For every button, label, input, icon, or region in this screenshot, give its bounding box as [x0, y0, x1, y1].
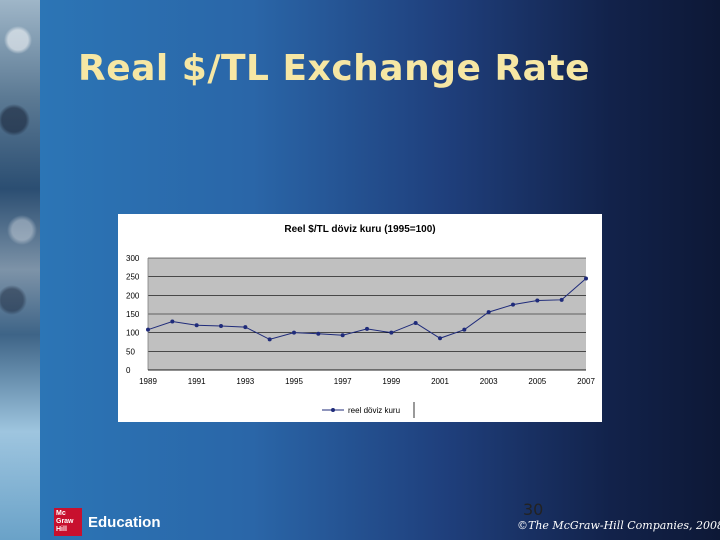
y-tick-label-0: 0: [126, 366, 131, 375]
data-point-1998: [365, 326, 369, 331]
legend-marker: [331, 408, 335, 412]
logo-line-3: Hill: [56, 526, 67, 533]
x-tick-label-2005: 2005: [528, 377, 546, 386]
slide-title: Real $/TL Exchange Rate: [78, 48, 591, 89]
chart-container: Reel $/TL döviz kuru (1995=100) 0 50 100 150…: [118, 214, 602, 422]
legend-label: reel döviz kuru: [348, 406, 400, 415]
data-point-2005: [535, 298, 540, 303]
y-tick-label-100: 100: [126, 329, 140, 338]
line-chart: Reel $/TL döviz kuru (1995=100) 0 50 100 150…: [126, 224, 595, 418]
data-point-2000: [413, 320, 418, 325]
data-point-2002: [462, 327, 467, 332]
logo-line-2: Graw: [56, 518, 74, 525]
y-tick-label-300: 300: [126, 254, 140, 263]
data-point-2006: [559, 297, 564, 302]
data-point-1991: [194, 323, 199, 328]
logo-mark: Mc Graw Hill: [54, 508, 82, 536]
data-point-2001: [438, 336, 442, 341]
page-number: 30: [523, 500, 544, 519]
data-point-1994: [267, 337, 272, 342]
data-point-1999: [389, 330, 394, 335]
x-tick-label-1999: 1999: [382, 377, 400, 386]
data-point-1996: [316, 331, 321, 336]
x-tick-label-1993: 1993: [236, 377, 254, 386]
data-point-1989: [146, 327, 150, 332]
y-tick-label-250: 250: [126, 273, 140, 282]
mcgraw-hill-logo: Mc Graw Hill Education: [54, 508, 161, 536]
x-tick-label-1997: 1997: [334, 377, 352, 386]
data-point-1990: [170, 319, 175, 324]
data-point-1992: [219, 323, 223, 328]
y-tick-label-200: 200: [126, 291, 140, 300]
x-tick-label-2003: 2003: [480, 377, 498, 386]
copyright-notice: ©The McGraw-Hill Companies, 2008: [517, 519, 720, 532]
x-tick-label-2001: 2001: [431, 377, 449, 386]
data-point-1993: [243, 325, 248, 330]
data-point-2004: [511, 302, 515, 307]
data-point-2007: [584, 276, 588, 281]
y-tick-label-150: 150: [126, 310, 140, 319]
data-point-2003: [486, 310, 491, 315]
y-tick-label-50: 50: [126, 347, 135, 356]
logo-text: Education: [88, 513, 161, 531]
x-tick-label-1991: 1991: [188, 377, 206, 386]
x-tick-label-1989: 1989: [139, 377, 157, 386]
data-point-1997: [340, 333, 345, 338]
data-point-1995: [292, 330, 296, 335]
chart-title: Reel $/TL döviz kuru (1995=100): [284, 224, 435, 235]
logo-line-1: Mc: [56, 510, 66, 517]
x-tick-label-2007: 2007: [577, 377, 595, 386]
decorative-side-image: [0, 0, 40, 540]
x-tick-label-1995: 1995: [285, 377, 303, 386]
